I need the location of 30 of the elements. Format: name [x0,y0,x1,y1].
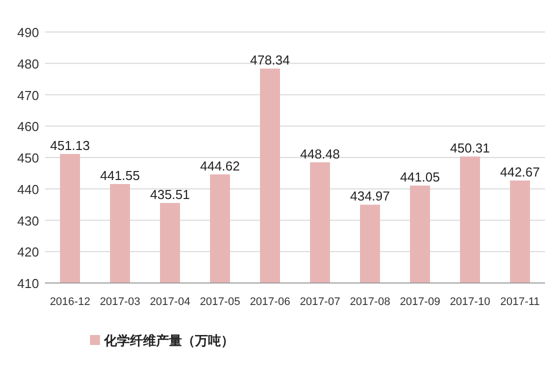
data-label: 478.34 [250,52,290,68]
y-tick-label: 460 [17,119,39,134]
data-label: 442.67 [500,164,540,180]
y-tick-label: 490 [17,25,39,40]
data-label: 448.48 [300,146,340,162]
x-tick-label: 2017-06 [250,296,290,308]
x-tick-label: 2017-08 [350,296,390,308]
y-tick-label: 470 [17,88,39,103]
data-label: 434.97 [350,188,390,204]
x-tick-label: 2016-12 [50,296,90,308]
data-label: 450.31 [450,140,490,156]
x-tick-label: 2017-10 [450,296,490,308]
data-label: 441.55 [100,168,140,184]
y-tick-label: 420 [17,244,39,260]
x-tick-label: 2017-05 [200,296,240,308]
x-tick-label: 2017-09 [400,296,440,308]
data-label: 435.51 [150,186,190,202]
x-tick-label: 2017-07 [300,296,340,308]
x-tick-label: 2017-04 [150,296,190,308]
x-tick-label: 2017-11 [500,296,540,308]
data-label: 441.05 [400,170,440,185]
y-tick-label: 430 [17,213,39,228]
data-label: 444.62 [200,158,240,174]
legend-label: 化学纤维产量（万吨） [103,333,234,348]
data-label: 451.13 [50,138,90,153]
y-tick-label: 410 [17,276,39,291]
y-tick-label: 450 [17,150,39,166]
y-tick-label: 440 [17,182,39,197]
y-tick-label: 480 [17,56,39,72]
x-tick-label: 2017-03 [100,296,140,308]
